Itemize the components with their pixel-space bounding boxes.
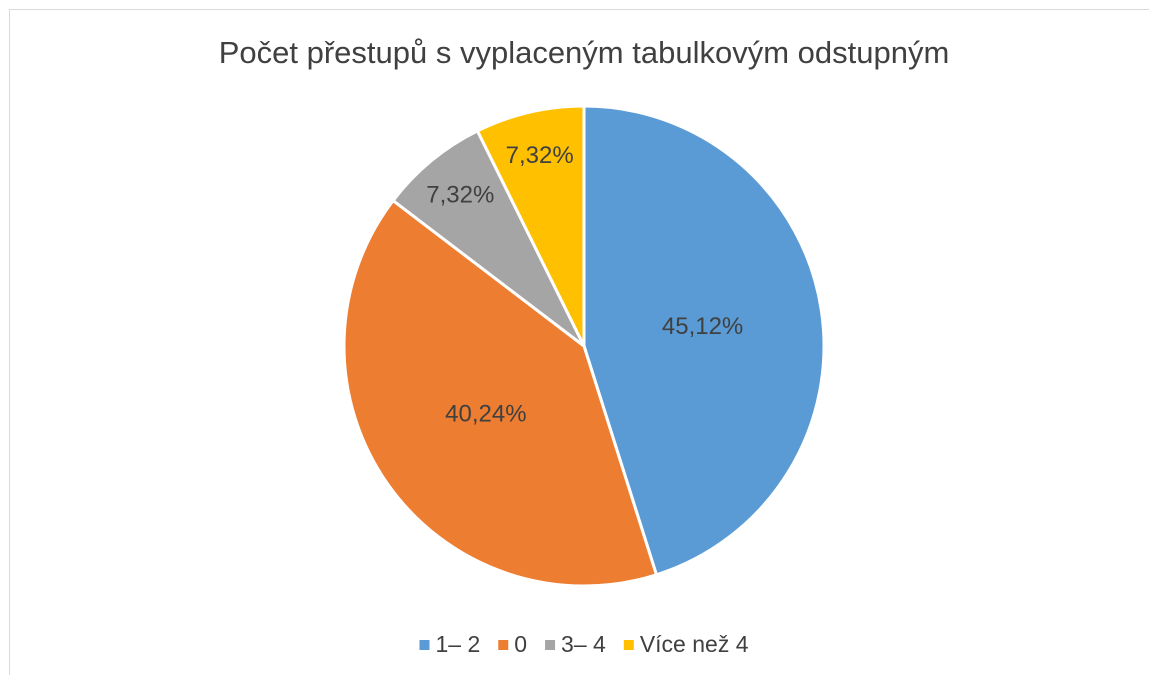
pie-slice (475, 104, 586, 347)
data-label: 40,24% (445, 400, 526, 427)
legend: 1– 2 0 3– 4 Více než 4 (419, 631, 749, 657)
legend-label: 3– 4 (561, 631, 606, 657)
pie-slice (342, 198, 659, 588)
data-label: 45,12% (662, 313, 743, 340)
legend-swatch (498, 640, 509, 650)
data-label: 7,32% (506, 142, 574, 169)
pie-slice (582, 104, 826, 577)
chart-title: Počet přestupů s vyplaceným tabulkovým o… (219, 35, 950, 70)
pie-slice (390, 128, 586, 348)
legend-swatch (623, 640, 634, 650)
data-label: 7,32% (426, 181, 494, 208)
legend-label: Více než 4 (640, 631, 749, 657)
legend-label: 1– 2 (435, 631, 480, 657)
legend-label: 0 (514, 631, 527, 657)
legend-swatch (545, 640, 556, 650)
legend-swatch (419, 640, 430, 650)
